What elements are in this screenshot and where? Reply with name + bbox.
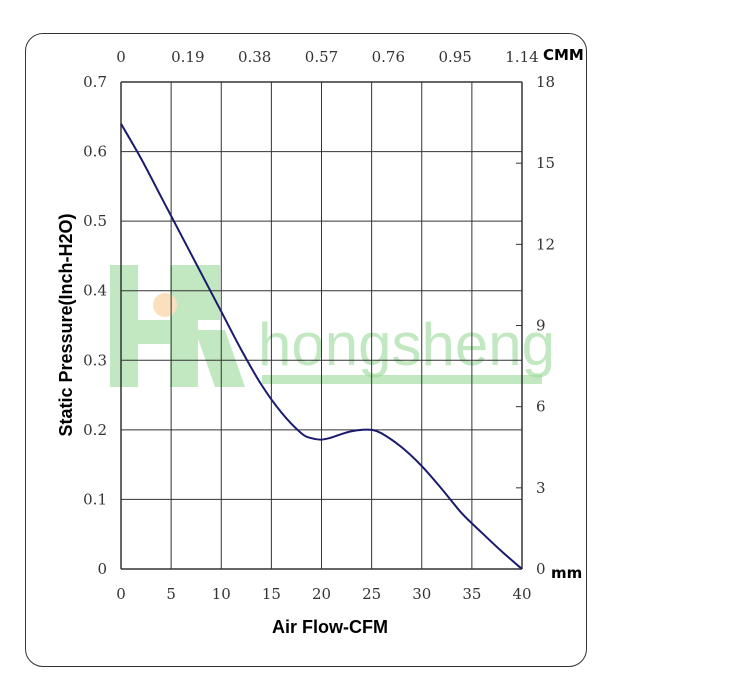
top-unit-label: CMM — [543, 46, 584, 64]
top-tick-label: 0.57 — [305, 48, 338, 66]
right-unit-label: mm — [551, 564, 582, 582]
watermark-underline — [262, 375, 542, 384]
watermark: hongsheng — [110, 265, 555, 387]
x-tick-label: 30 — [412, 585, 431, 603]
right-tick-label: 9 — [536, 317, 546, 335]
chart-frame — [25, 33, 587, 667]
x-axis-title: Air Flow-CFM — [272, 617, 388, 637]
grid — [120, 81, 523, 570]
y-axis-title: Static Pressure(Inch-H2O) — [56, 213, 76, 436]
x-tick-label: 25 — [362, 585, 381, 603]
right-tick-label: 0 — [536, 560, 546, 578]
watermark-logo — [110, 265, 245, 387]
watermark-text: hongsheng — [258, 311, 555, 378]
y-tick-label: 0.1 — [83, 490, 107, 508]
y-tick-label: 0.4 — [83, 282, 107, 300]
x-tick-label: 40 — [512, 585, 531, 603]
top-tick-label: 0.38 — [238, 48, 271, 66]
x-tick-label: 20 — [312, 585, 331, 603]
right-tick-label: 3 — [536, 479, 546, 497]
x-tick-label: 0 — [116, 585, 126, 603]
y-tick-label: 0.5 — [83, 212, 107, 230]
y-tick-label: 0.3 — [83, 351, 107, 369]
x-tick-label: 15 — [262, 585, 281, 603]
x-tick-label: 10 — [212, 585, 231, 603]
top-tick-label: 0.76 — [372, 48, 405, 66]
y-tick-label: 0.2 — [83, 421, 107, 439]
right-tick-label: 18 — [536, 73, 555, 91]
top-tick-label: 0.19 — [171, 48, 204, 66]
x-tick-label: 35 — [462, 585, 481, 603]
x-tick-label: 5 — [166, 585, 176, 603]
y-tick-label: 0.7 — [83, 73, 107, 91]
series-line — [120, 123, 523, 570]
top-tick-label: 0.95 — [438, 48, 471, 66]
right-tick-label: 6 — [536, 398, 546, 416]
right-tick-label: 15 — [536, 154, 555, 172]
top-tick-label: 0 — [116, 48, 126, 66]
y-tick-label: 0.6 — [83, 143, 107, 161]
y-tick-label: 0 — [97, 560, 107, 578]
top-tick-label: 1.14 — [505, 48, 538, 66]
right-tick-label: 12 — [536, 235, 555, 253]
